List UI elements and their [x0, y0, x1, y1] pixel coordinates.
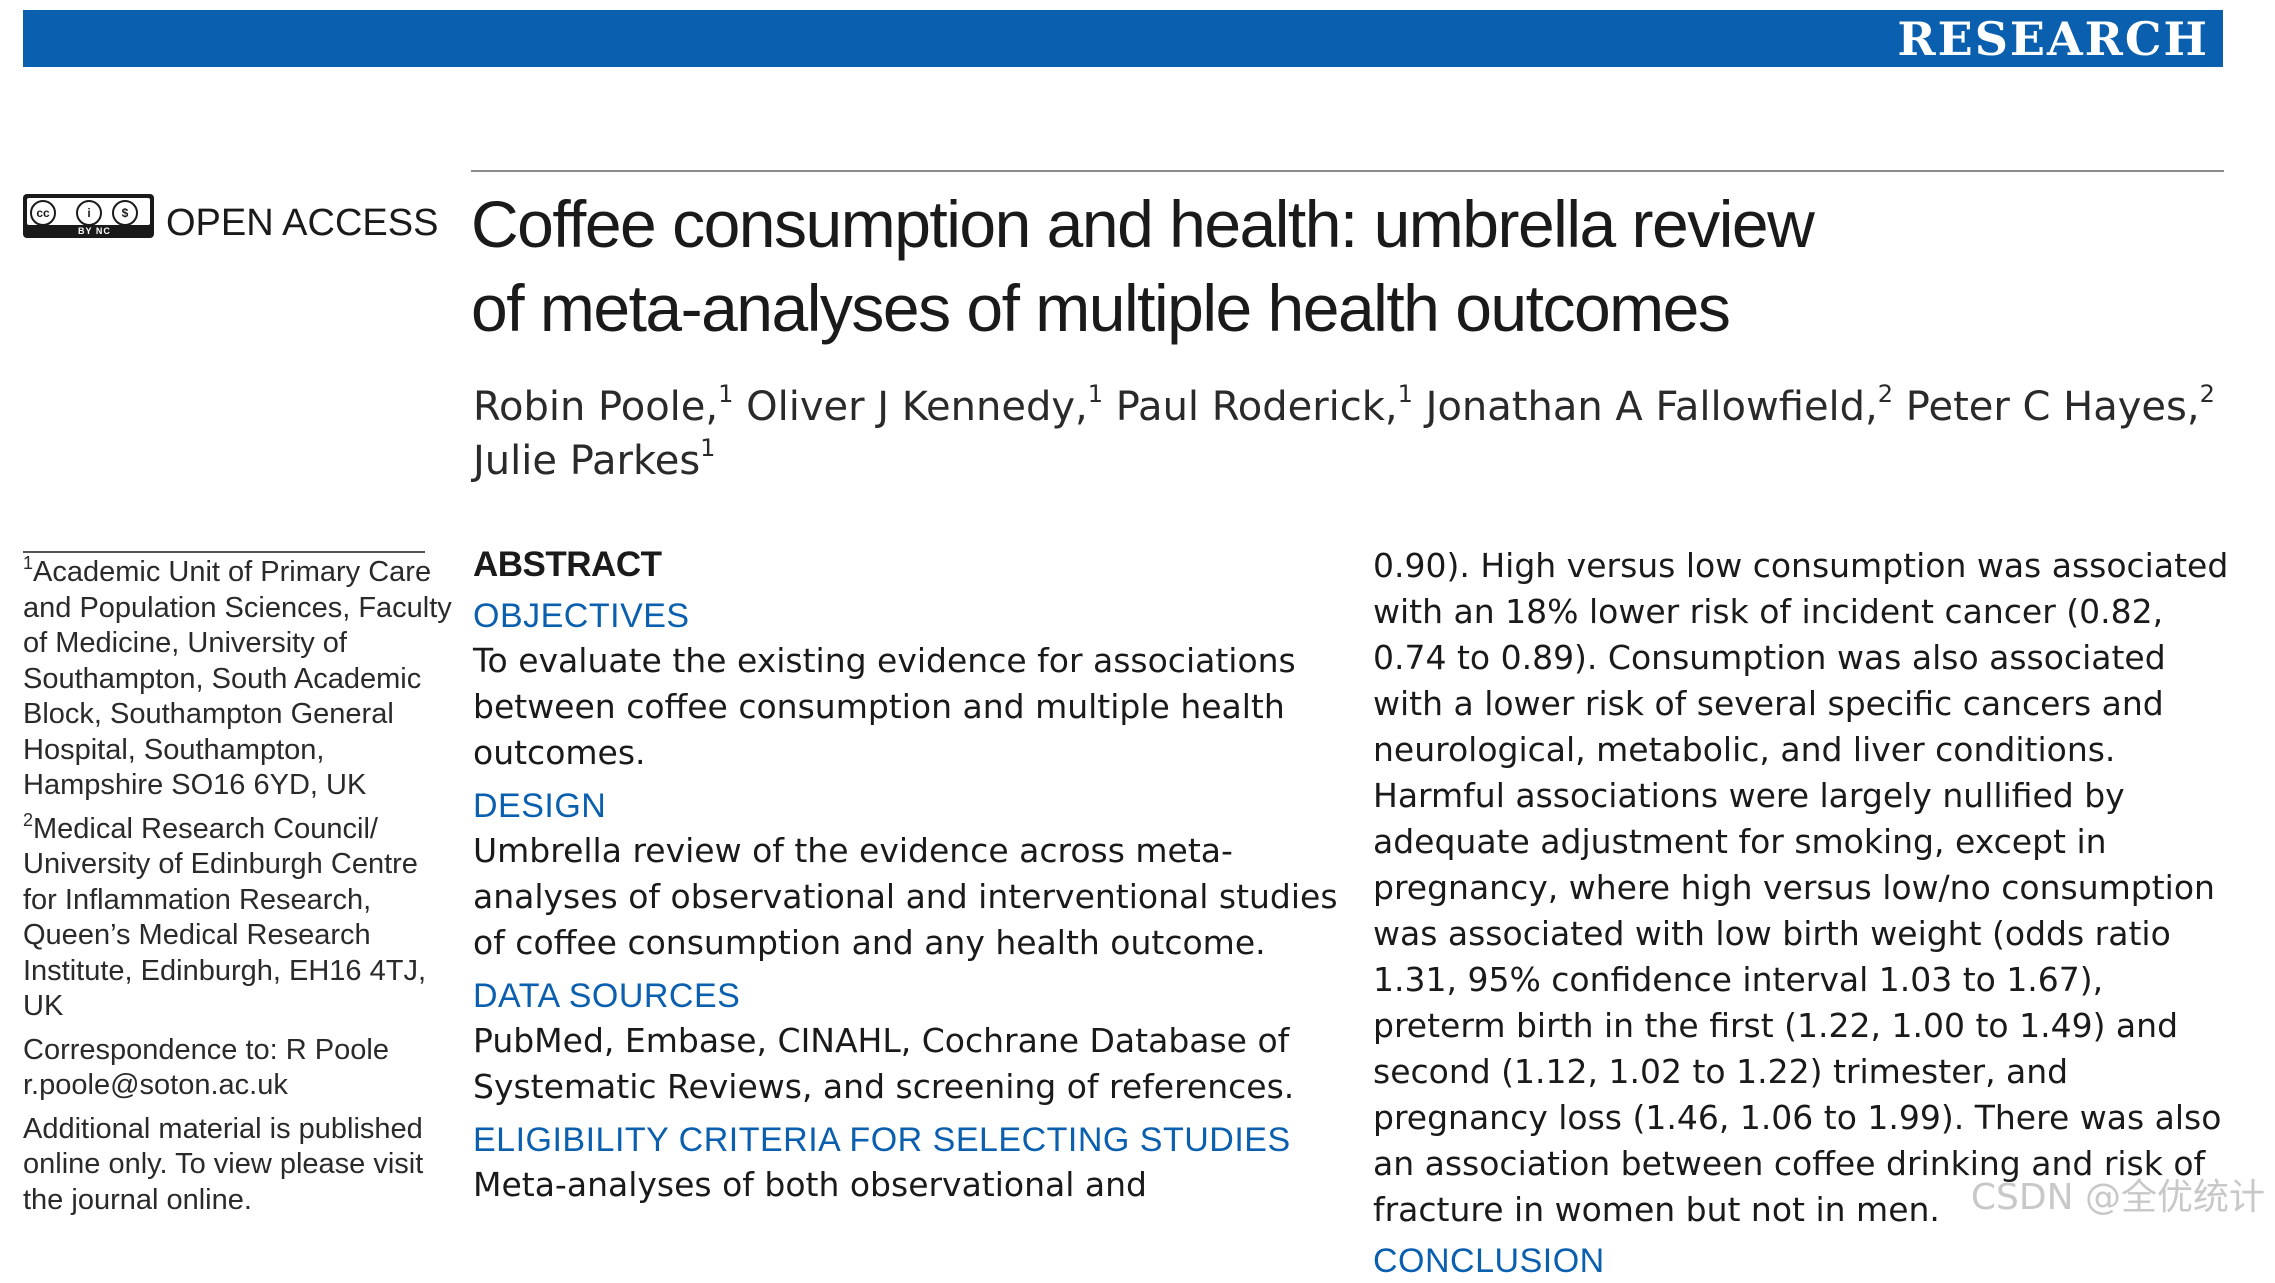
design-heading: DESIGN [473, 787, 607, 825]
affiliation-2: 2Medical Research Council/ University of… [23, 809, 453, 1025]
author-name: Jonathan A Fallowfield, [1425, 384, 1878, 430]
section-label: RESEARCH [1897, 12, 2209, 66]
correspondence-email[interactable]: r.poole@soton.ac.uk [23, 1069, 288, 1101]
abstract-column-left: ABSTRACT OBJECTIVES To evaluate the exis… [473, 540, 1343, 1216]
cc-badge-inner: cc i $ [27, 198, 150, 226]
author-affiliation: 1 [700, 434, 716, 462]
abstract-heading: ABSTRACT [473, 545, 662, 584]
attribution-icon: i [76, 200, 102, 226]
affiliation-number: 1 [23, 553, 34, 573]
cc-icon: cc [30, 200, 56, 226]
author-affiliation: 2 [2199, 380, 2215, 408]
author-name: Robin Poole, [473, 384, 719, 430]
section-banner: RESEARCH [23, 10, 2223, 67]
objectives-text: To evaluate the existing evidence for as… [473, 641, 1296, 772]
conclusion-heading: CONCLUSION [1373, 1242, 1605, 1280]
noncommercial-icon: $ [112, 200, 138, 226]
affiliations-rule [23, 551, 425, 553]
affiliation-text: Academic Unit of Primary Care and Popula… [23, 556, 452, 801]
abstract-column-right: 0.90). High versus low consumption was a… [1373, 543, 2233, 1283]
cc-sub-label: BY NC [78, 226, 111, 236]
design-text: Umbrella review of the evidence across m… [473, 831, 1338, 962]
data-sources-text: PubMed, Embase, CINAHL, Cochrane Databas… [473, 1021, 1295, 1106]
title-line-1: Coffee consumption and health: umbrella … [471, 187, 1815, 261]
affiliation-text: Medical Research Council/ University of … [23, 812, 426, 1023]
author-affiliation: 1 [718, 380, 734, 408]
watermark: CSDN @全优统计 [1970, 1177, 2265, 1218]
open-access-label: OPEN ACCESS [166, 202, 439, 244]
affiliation-1: 1Academic Unit of Primary Care and Popul… [23, 553, 453, 804]
correspondence-label: Correspondence to: [23, 1033, 278, 1066]
results-text: 0.90). High versus low consumption was a… [1373, 546, 2229, 1229]
creative-commons-by-nc-icon: cc i $ BY NC [23, 194, 154, 238]
author-name: Peter C Hayes, [1905, 384, 2200, 430]
objectives-heading: OBJECTIVES [473, 597, 690, 635]
affiliations-block: 1Academic Unit of Primary Care and Popul… [23, 553, 453, 1226]
correspondence-name: R Poole [285, 1033, 389, 1066]
affiliation-number: 2 [23, 809, 34, 830]
article-title: Coffee consumption and health: umbrella … [471, 182, 2171, 350]
title-line-2: of meta-analyses of multiple health outc… [471, 271, 1731, 345]
correspondence: Correspondence to: R Poole r.poole@soton… [23, 1033, 453, 1104]
author-affiliation: 1 [1087, 380, 1104, 408]
eligibility-heading: ELIGIBILITY CRITERIA FOR SELECTING STUDI… [473, 1121, 1291, 1159]
author-name: Oliver J Kennedy, [746, 384, 1088, 430]
author-name: Julie Parkes [473, 438, 701, 484]
author-affiliation: 1 [1397, 380, 1413, 408]
additional-material-note: Additional material is published online … [23, 1112, 424, 1216]
data-sources-heading: DATA SOURCES [473, 977, 741, 1015]
author-list: Robin Poole,1 Oliver J Kennedy,1 Paul Ro… [473, 380, 2223, 488]
title-rule [471, 170, 2224, 172]
author-affiliation: 2 [1877, 380, 1894, 408]
eligibility-text: Meta-analyses of both observational and [473, 1165, 1147, 1204]
author-name: Paul Roderick, [1115, 384, 1398, 430]
